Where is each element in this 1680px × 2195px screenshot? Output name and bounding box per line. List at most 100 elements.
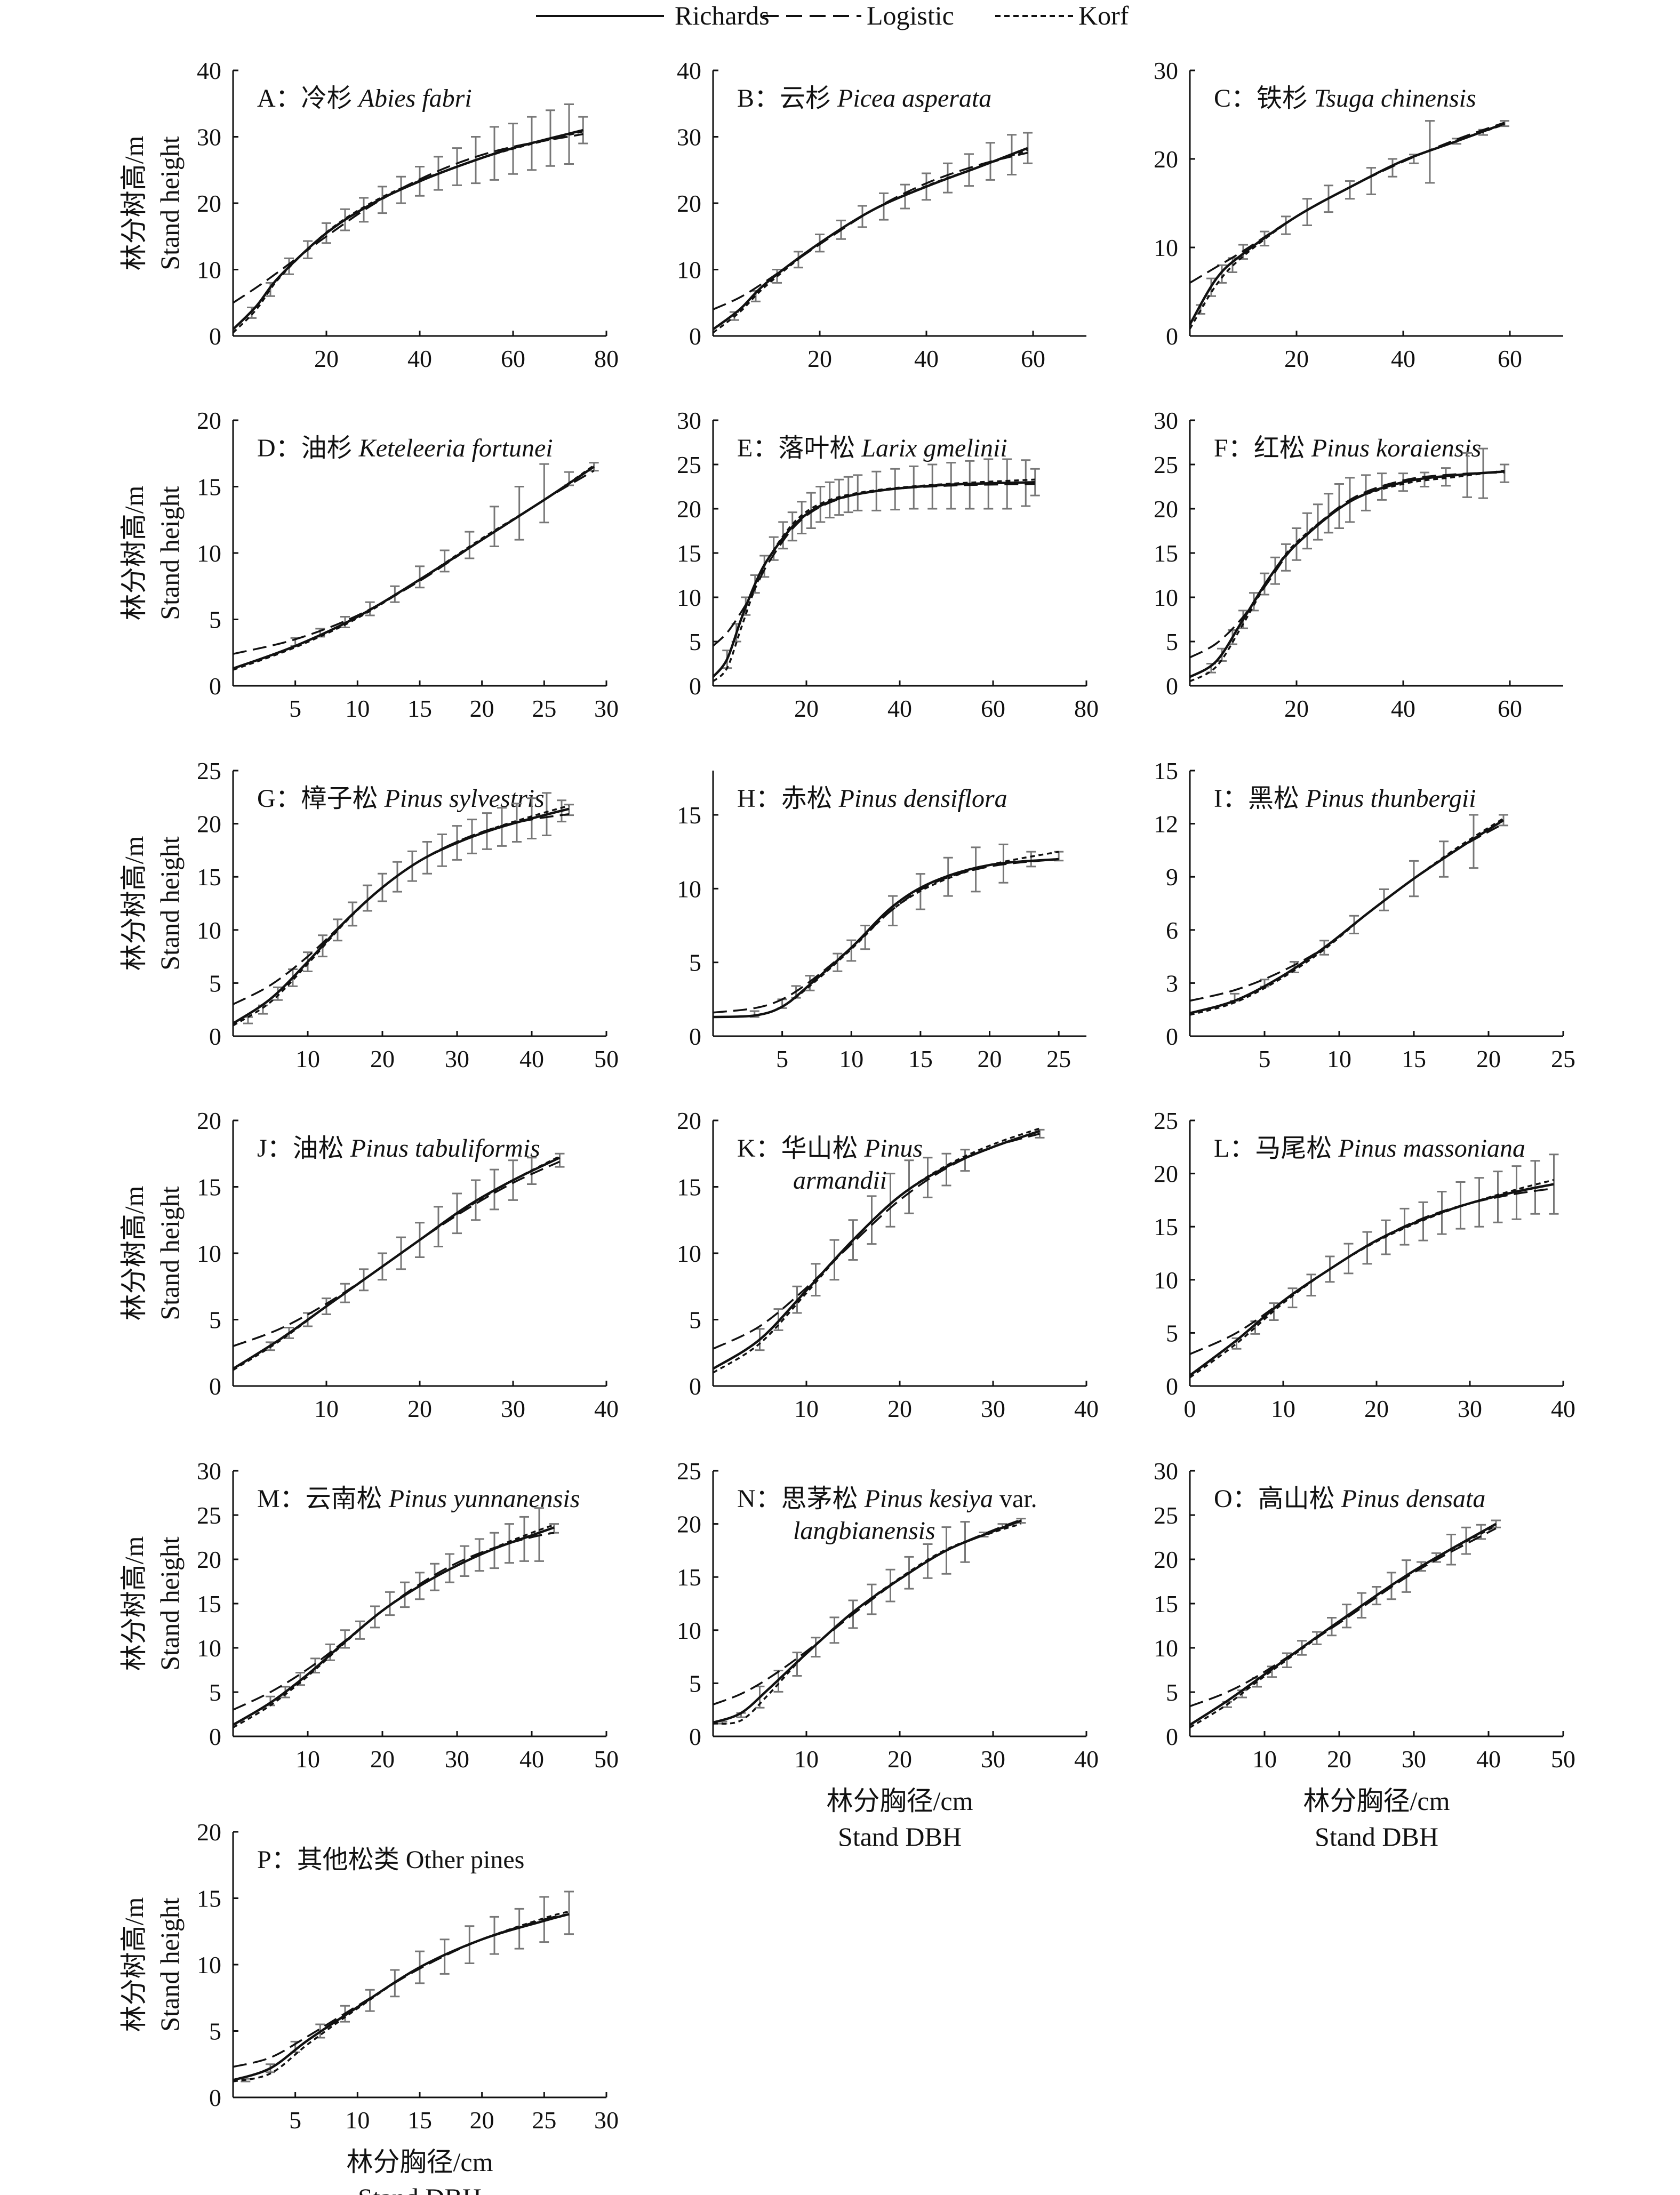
error-bar [378, 186, 387, 214]
korf-curve [233, 464, 595, 671]
panel-title-segment: Pinus kesiya [864, 1485, 993, 1513]
panel-title-segment: A：冷杉 [257, 84, 359, 113]
panel-title-segment: Pinus yunnanensis [388, 1485, 580, 1513]
x-tick-label: 30 [445, 1745, 469, 1773]
x-axis-label-cn: 林分胸径/cm [827, 1786, 973, 1816]
y-tick-label: 15 [677, 802, 701, 829]
y-tick-label: 15 [1154, 757, 1178, 784]
y-tick-label: 10 [1154, 234, 1178, 261]
y-tick-label: 0 [689, 1373, 701, 1400]
richards-curve [232, 807, 570, 1024]
y-tick-label: 30 [197, 124, 221, 151]
error-bar [365, 1989, 375, 2012]
panel-title-segment: H：赤松 [737, 784, 839, 813]
legend-logistic-label: Logistic [867, 1, 954, 30]
x-tick-label: 30 [981, 1395, 1005, 1422]
panel-title: D：油杉 Keteleeria fortunei [257, 434, 553, 462]
y-tick-label: 10 [1154, 584, 1178, 611]
legend-richards-label: Richards [675, 1, 770, 30]
y-tick-label: 15 [677, 540, 701, 567]
richards-curve [1189, 122, 1505, 325]
x-axis-label-en: Stand DBH [358, 2183, 482, 2195]
panel-title: N：思茅松 Pinus kesiya var. [737, 1485, 1037, 1513]
y-tick-label: 30 [1154, 1457, 1178, 1485]
richards-curve [1189, 1183, 1554, 1376]
y-tick-label: 12 [1154, 811, 1178, 838]
error-bar [564, 1890, 574, 1935]
y-tick-label: 10 [1154, 1267, 1178, 1294]
panel-title: A：冷杉 Abies fabri [257, 84, 472, 113]
error-bar [853, 474, 863, 511]
y-tick-label: 25 [677, 451, 701, 478]
y-tick-label: 10 [197, 1635, 221, 1662]
error-bar [465, 531, 475, 559]
x-tick-label: 10 [295, 1745, 320, 1773]
y-tick-label: 20 [1154, 495, 1178, 523]
y-tick-label: 5 [689, 1307, 701, 1334]
y-tick-label: 15 [197, 863, 221, 891]
y-tick-label: 40 [197, 57, 221, 84]
x-axis-label-cn: 林分胸径/cm [347, 2147, 493, 2177]
x-tick-label: 20 [1327, 1745, 1351, 1773]
y-tick-label: 15 [1154, 1213, 1178, 1240]
y-tick-label: 3 [1166, 970, 1178, 997]
panel-B: 20 40 60 0 10 20 30 40 B：云杉 Picea asperata [677, 57, 1086, 372]
y-tick-label: 0 [1166, 1373, 1178, 1400]
error-bar [1366, 167, 1376, 195]
y-tick-label: 0 [689, 1023, 701, 1050]
panel-G: 10 20 30 40 50 0 5 10 15 20 25 G：樟子松 Pinus sylvestr… [119, 757, 619, 1072]
x-tick-label: 20 [1476, 1045, 1501, 1072]
y-axis-label-cn: 林分树高/m [119, 136, 149, 271]
y-axis-label-cn: 林分树高/m [119, 1536, 149, 1671]
y-tick-label: 0 [689, 672, 701, 700]
panel-title-segment: Abies fabri [357, 84, 472, 113]
error-bar [363, 884, 372, 912]
y-tick-label: 0 [689, 1723, 701, 1750]
x-tick-label: 10 [295, 1045, 320, 1072]
richards-curve [713, 858, 1059, 1019]
x-tick-label: 20 [1284, 345, 1309, 372]
panel-title: B：云杉 Picea asperata [737, 84, 991, 113]
y-tick-label: 5 [689, 628, 701, 655]
panel-title: O：高山松 Pinus densata [1214, 1485, 1485, 1513]
x-tick-label: 5 [1259, 1045, 1271, 1072]
y-tick-label: 15 [197, 1174, 221, 1201]
panel-title-segment: J：油松 [257, 1134, 350, 1163]
panel-title-segment: Pinus tabuliformis [350, 1134, 540, 1163]
korf-curve [1189, 469, 1505, 683]
y-tick-label: 0 [209, 1373, 221, 1400]
y-tick-label: 0 [209, 672, 221, 700]
y-tick-label: 15 [1154, 1590, 1178, 1617]
x-tick-label: 20 [887, 1395, 912, 1422]
x-tick-label: 15 [1402, 1045, 1426, 1072]
y-tick-label: 15 [197, 474, 221, 501]
x-tick-label: 40 [1391, 345, 1415, 372]
legend: Richards Logistic Korf [536, 1, 1129, 30]
x-tick-label: 50 [594, 1745, 619, 1773]
x-tick-label: 30 [445, 1045, 469, 1072]
x-tick-label: 40 [1074, 1395, 1099, 1422]
y-tick-label: 20 [197, 1107, 221, 1134]
x-tick-label: 15 [407, 695, 432, 722]
y-tick-label: 5 [1166, 1679, 1178, 1706]
y-tick-label: 30 [1154, 407, 1178, 434]
error-bar [1030, 468, 1040, 496]
panel-title-segment: Keteleeria fortunei [358, 434, 553, 462]
panel-title: F：红松 Pinus koraiensis [1214, 434, 1481, 462]
y-axis-label-en: Stand height [155, 1536, 185, 1670]
error-bar [1474, 1177, 1484, 1228]
richards-curve [232, 1156, 561, 1370]
x-axis-label-en: Stand DBH [1315, 1822, 1438, 1852]
y-tick-label: 25 [1154, 451, 1178, 478]
x-tick-label: 80 [594, 345, 619, 372]
y-tick-label: 0 [1166, 672, 1178, 700]
panel-title: J：油松 Pinus tabuliformis [257, 1134, 540, 1163]
x-tick-label: 20 [470, 2106, 494, 2134]
x-tick-label: 20 [370, 1045, 395, 1072]
y-tick-label: 10 [197, 917, 221, 944]
y-tick-label: 25 [1154, 1107, 1178, 1134]
y-tick-label: 0 [689, 323, 701, 350]
y-tick-label: 9 [1166, 863, 1178, 891]
error-bar [340, 1629, 350, 1649]
x-tick-label: 5 [289, 695, 301, 722]
